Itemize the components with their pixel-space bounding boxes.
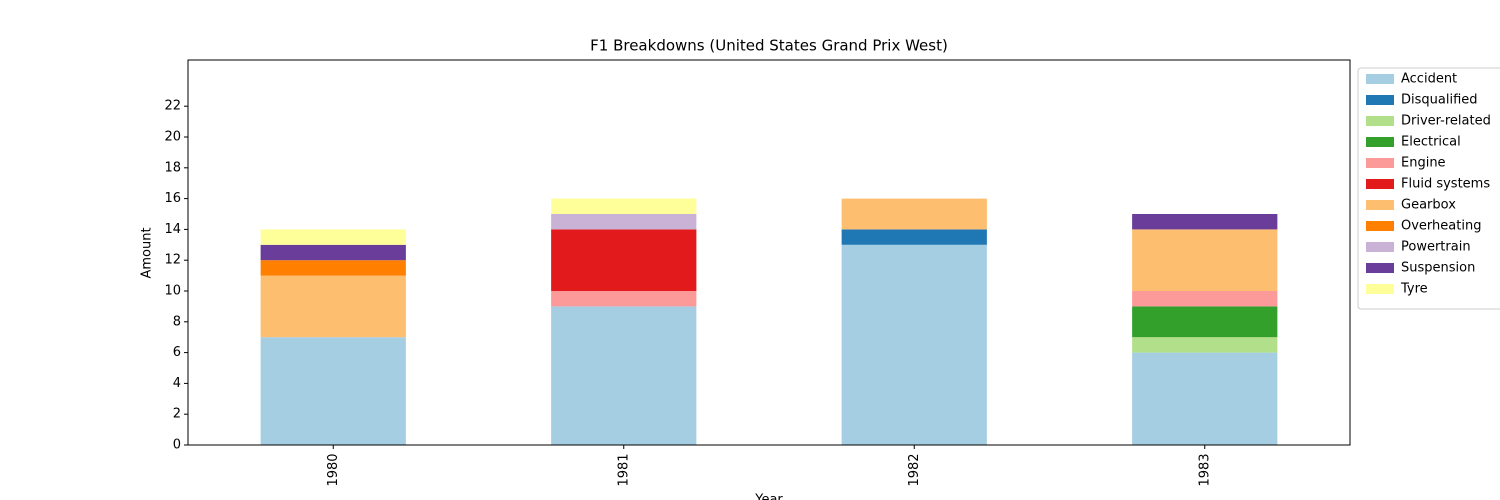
y-tick-label: 20 <box>164 130 181 145</box>
bar-segment <box>260 244 406 261</box>
legend-swatch <box>1366 137 1394 147</box>
legend-label: Powertrain <box>1401 240 1471 255</box>
bar-segment <box>551 229 697 291</box>
bar-segment <box>1132 352 1278 445</box>
bar-segment <box>551 214 697 230</box>
bar-segment <box>841 229 987 245</box>
legend-label: Accident <box>1401 72 1457 87</box>
x-tick-label: 1981 <box>616 453 631 486</box>
bar-segment <box>551 198 697 214</box>
bar-segment <box>1132 291 1278 307</box>
legend-swatch <box>1366 95 1394 105</box>
bar-segment <box>260 229 406 245</box>
y-tick-label: 4 <box>173 376 181 391</box>
y-tick-label: 16 <box>164 191 181 206</box>
legend-swatch <box>1366 179 1394 189</box>
y-tick-label: 0 <box>173 438 181 453</box>
legend-swatch <box>1366 221 1394 231</box>
y-tick-label: 10 <box>164 284 181 299</box>
x-axis-label: Year <box>754 493 783 500</box>
bar-segment <box>551 306 697 445</box>
bar-segment <box>1132 229 1278 291</box>
legend-label: Disqualified <box>1401 93 1478 108</box>
y-tick-label: 22 <box>164 99 181 114</box>
bar-segment <box>1132 337 1278 353</box>
legend-swatch <box>1366 284 1394 294</box>
legend-label: Suspension <box>1401 261 1475 276</box>
legend-label: Gearbox <box>1401 198 1456 213</box>
legend-swatch <box>1366 158 1394 168</box>
legend-label: Fluid systems <box>1401 177 1490 192</box>
y-tick-label: 18 <box>164 160 181 175</box>
y-tick-label: 6 <box>173 345 181 360</box>
bar-segment <box>1132 214 1278 230</box>
legend-swatch <box>1366 200 1394 210</box>
legend-swatch <box>1366 74 1394 84</box>
bar-segment <box>1132 306 1278 338</box>
legend-swatch <box>1366 242 1394 252</box>
bar-segment <box>551 291 697 307</box>
x-tick-label: 1982 <box>907 453 922 486</box>
chart-title: F1 Breakdowns (United States Grand Prix … <box>590 37 948 55</box>
bar-segment <box>260 337 406 445</box>
bar-segment <box>260 275 406 338</box>
legend-label: Engine <box>1401 156 1446 171</box>
x-tick-label: 1983 <box>1197 453 1212 486</box>
legend-label: Driver-related <box>1401 114 1491 129</box>
y-tick-label: 12 <box>164 253 181 268</box>
plot-frame <box>187 59 1351 446</box>
legend-label: Electrical <box>1401 135 1461 150</box>
legend-swatch <box>1366 263 1394 273</box>
x-tick-label: 1980 <box>326 453 341 486</box>
y-tick-label: 8 <box>173 314 181 329</box>
bar-segment <box>841 244 987 445</box>
legend-swatch <box>1366 116 1394 126</box>
y-tick-label: 2 <box>173 407 181 422</box>
y-tick-label: 14 <box>164 222 181 237</box>
bar-segment <box>260 260 406 276</box>
bar-segment <box>841 198 987 230</box>
legend-label: Overheating <box>1401 219 1481 234</box>
y-axis-label: Amount <box>140 227 155 278</box>
legend-label: Tyre <box>1400 282 1428 297</box>
